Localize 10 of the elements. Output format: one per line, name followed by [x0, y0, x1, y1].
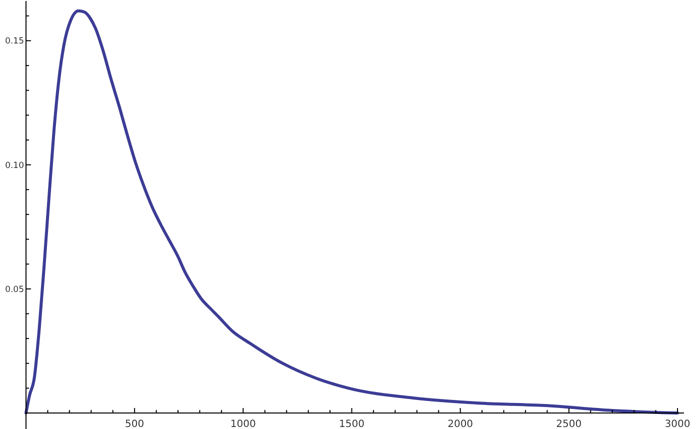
- x-tick-label: 2000: [448, 419, 474, 429]
- line-series: [24, 9, 679, 414]
- x-tick-label: 500: [125, 419, 144, 429]
- y-tick-label: 0.10: [5, 160, 24, 171]
- x-tick-label: 2500: [556, 419, 582, 429]
- x-tick-label: 1500: [339, 419, 364, 429]
- y-tick-label: 0.15: [5, 36, 24, 47]
- y-tick-label: 0.05: [5, 284, 24, 295]
- x-tick-label: 1000: [230, 419, 256, 429]
- x-tick-label: 3000: [664, 419, 690, 429]
